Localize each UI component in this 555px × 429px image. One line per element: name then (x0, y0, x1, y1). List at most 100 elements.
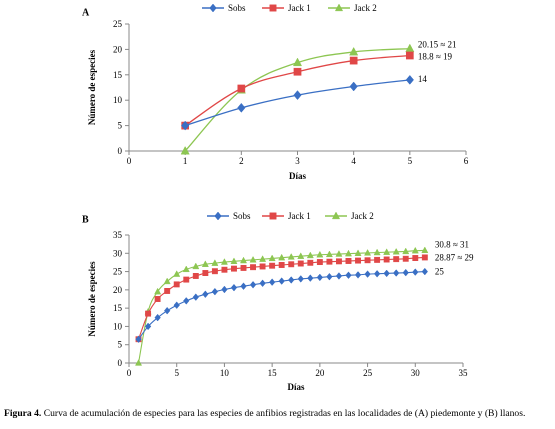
x-tick-label: 15 (268, 368, 278, 378)
data-point (237, 102, 246, 113)
y-tick-label: 0 (118, 358, 123, 368)
data-point (393, 256, 400, 263)
data-point (135, 335, 142, 343)
data-point (412, 268, 419, 276)
data-point (164, 306, 171, 315)
data-point (192, 273, 199, 279)
x-tick-label: 30 (411, 368, 421, 378)
data-point (268, 254, 276, 262)
data-point (326, 258, 333, 265)
y-tick-label: 0 (118, 146, 123, 156)
data-point (249, 280, 257, 289)
data-point (135, 359, 143, 366)
data-point (240, 264, 247, 271)
data-point (364, 270, 371, 278)
data-point (287, 253, 295, 260)
x-tick-label: 25 (363, 368, 373, 378)
data-point (411, 246, 419, 254)
data-point (316, 250, 324, 258)
data-point (211, 259, 219, 266)
data-point (144, 322, 152, 331)
data-point (307, 274, 314, 282)
x-axis-title: Días (289, 171, 307, 181)
x-tick-label: 0 (127, 368, 132, 378)
data-point (180, 145, 190, 155)
data-point (231, 265, 237, 272)
x-tick-label: 6 (464, 156, 469, 166)
panel-label: A (82, 7, 90, 18)
legend-marker (269, 4, 277, 12)
end-value-annotation: 14 (418, 74, 428, 84)
legend-label: Jack 1 (288, 211, 311, 221)
x-tick-label: 20 (315, 368, 325, 378)
data-point (393, 269, 400, 277)
y-tick-label: 10 (113, 95, 123, 105)
data-point (293, 90, 302, 101)
data-point (183, 276, 190, 283)
data-point (335, 272, 343, 280)
legend-marker (334, 3, 344, 12)
y-tick-label: 35 (113, 230, 123, 240)
data-point (154, 287, 162, 295)
data-point (250, 264, 257, 271)
data-point (326, 272, 333, 281)
data-point (278, 277, 285, 285)
y-tick-label: 10 (113, 321, 123, 331)
data-point (163, 277, 171, 285)
data-point (237, 84, 246, 93)
data-point (392, 247, 400, 255)
data-point (297, 252, 305, 259)
data-point (220, 258, 228, 265)
data-point (335, 258, 342, 265)
y-tick-label: 25 (113, 19, 123, 29)
data-point (345, 258, 352, 264)
legend-label: Jack 1 (288, 3, 311, 13)
data-point (173, 281, 180, 288)
y-tick-label: 5 (118, 340, 123, 350)
data-point (239, 256, 248, 264)
data-point (421, 254, 428, 261)
end-value-annotation: 20.15 ≈ 21 (418, 40, 457, 50)
x-tick-label: 2 (239, 156, 244, 166)
data-point (249, 255, 257, 263)
data-point (402, 247, 410, 255)
data-point (405, 74, 414, 85)
x-tick-label: 5 (174, 368, 179, 378)
x-axis-title: Días (287, 382, 305, 392)
data-point (278, 253, 286, 261)
x-tick-label: 35 (459, 368, 469, 378)
legend-marker (331, 211, 341, 220)
data-point (240, 282, 247, 290)
y-tick-label: 25 (113, 267, 123, 277)
data-point (345, 271, 352, 279)
data-point (421, 267, 428, 276)
data-point (173, 301, 180, 309)
legend-marker (214, 211, 222, 221)
figure-caption: Figura 4. Curva de acumulación de especi… (4, 408, 554, 420)
data-point (307, 259, 314, 266)
data-point (355, 257, 361, 264)
data-point (373, 248, 381, 256)
end-value-annotation: 18.8 ≈ 19 (418, 51, 453, 61)
data-point (306, 251, 314, 259)
data-point (288, 276, 295, 284)
data-point (192, 293, 199, 301)
data-point (288, 261, 295, 268)
data-point (405, 43, 415, 53)
chart-panel-a: A 0 5 10 15 20 25 0 1 2 3 4 5 6 Días Número de especies… (82, 3, 469, 181)
series-line-sobs (184, 79, 410, 127)
legend-label: Jack 2 (351, 211, 374, 221)
data-point (349, 46, 359, 56)
panel-label: B (82, 214, 89, 225)
y-tick-label: 5 (118, 121, 123, 131)
data-point (154, 296, 161, 302)
data-point (259, 279, 266, 288)
y-axis-title: Número de especies (87, 261, 97, 337)
data-point (402, 268, 409, 277)
end-value-annotation: 28.87 ≈ 29 (435, 252, 474, 262)
data-point (354, 249, 362, 256)
data-point (354, 271, 362, 279)
data-point (259, 255, 267, 262)
data-point (405, 51, 414, 60)
